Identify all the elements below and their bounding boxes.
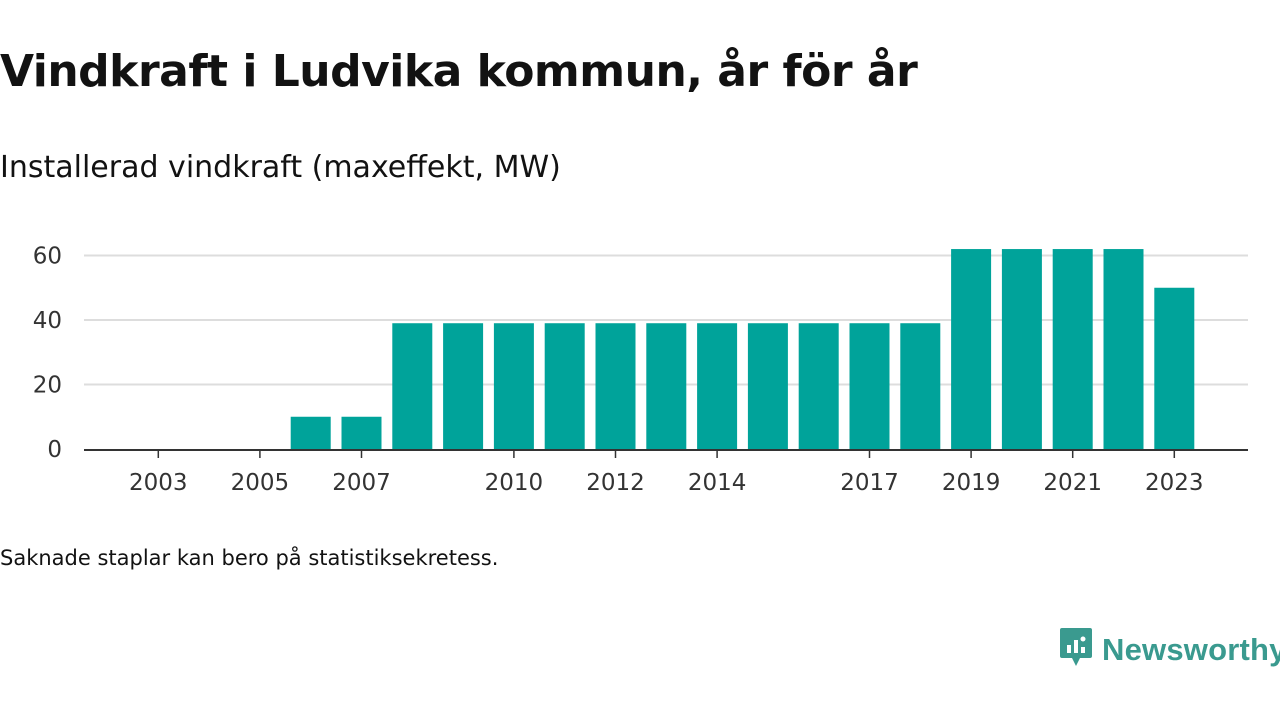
bar [798, 323, 839, 449]
x-tick-label: 2005 [231, 470, 290, 496]
x-tick-label: 2019 [942, 470, 1001, 496]
x-axis-ticks: 2003 2005 2007 2010 2012 2014 2017 2019 2021 2023 [129, 451, 1204, 496]
x-tick-label: 2017 [840, 470, 899, 496]
bar [595, 323, 636, 449]
bar [1052, 249, 1093, 449]
bar [747, 323, 788, 449]
bar [951, 249, 992, 449]
x-tick-label: 2003 [129, 470, 188, 496]
bar [697, 323, 738, 449]
bar [1001, 249, 1042, 449]
bar [646, 323, 687, 449]
chart-subtitle: Installerad vindkraft (maxeffekt, MW) [0, 150, 561, 185]
y-tick-label: 60 [33, 244, 62, 270]
bar-chart: 0 20 40 60 2003 2005 2007 2010 2012 2014 2017 2019… [33, 244, 1248, 496]
bar [290, 416, 331, 449]
brand-logo: Newsworthy [1058, 626, 1280, 674]
x-tick-label: 2023 [1145, 470, 1204, 496]
y-tick-label: 0 [47, 437, 62, 463]
bar [900, 323, 941, 449]
bar [392, 323, 433, 449]
chart-title: Vindkraft i Ludvika kommun, år för år [0, 46, 918, 97]
newsworthy-logo-icon [1058, 626, 1094, 674]
x-tick-label: 2014 [688, 470, 747, 496]
bar [493, 323, 534, 449]
bar [1103, 249, 1144, 449]
bar [544, 323, 585, 449]
y-tick-label: 20 [33, 373, 62, 399]
x-tick-label: 2012 [586, 470, 645, 496]
x-tick-label: 2007 [332, 470, 391, 496]
bar [341, 416, 382, 449]
x-tick-label: 2010 [485, 470, 544, 496]
y-axis-ticks: 0 20 40 60 [33, 244, 62, 464]
bar [443, 323, 484, 449]
footnote: Saknade staplar kan bero på statistiksek… [0, 546, 499, 570]
brand-name: Newsworthy [1102, 632, 1280, 667]
bar [849, 323, 890, 449]
bar [1154, 287, 1195, 449]
x-tick-label: 2021 [1043, 470, 1102, 496]
y-tick-label: 40 [33, 308, 62, 334]
bars [290, 249, 1195, 449]
